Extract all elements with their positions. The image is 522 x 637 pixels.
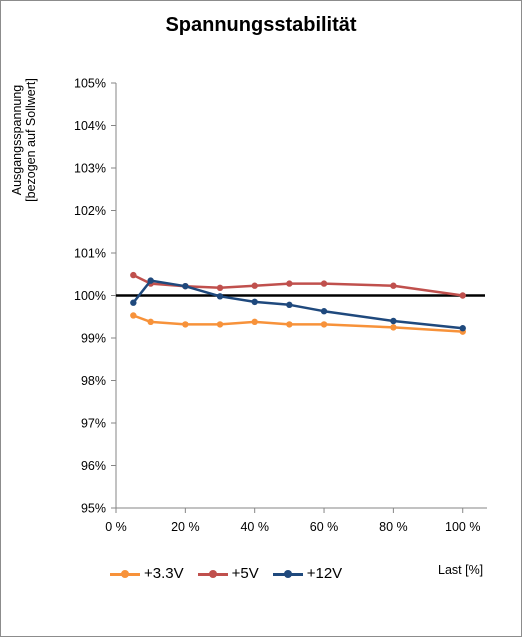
y-tick-label: 104% (74, 119, 106, 133)
legend-swatch-marker (121, 569, 129, 578)
data-point (286, 321, 293, 328)
data-point (182, 282, 189, 290)
data-point (320, 308, 328, 315)
x-tick-label: 80 % (379, 520, 408, 534)
data-point (459, 325, 466, 332)
chart-title: Spannungsstabilität (165, 14, 357, 36)
y-tick-label: 103% (74, 162, 106, 176)
legend-swatch (272, 568, 303, 580)
y-tick-label: 100% (74, 289, 106, 303)
data-point (459, 292, 466, 299)
data-point (390, 282, 397, 289)
data-point (390, 317, 397, 325)
data-point (390, 324, 397, 331)
data-point (130, 312, 137, 319)
legend-label: +5V (231, 565, 259, 582)
data-point (251, 318, 258, 326)
legend-swatch-marker (283, 569, 292, 578)
legend-swatch-marker (208, 569, 217, 578)
data-point (147, 277, 154, 284)
legend-label: +12V (306, 565, 343, 582)
data-point (286, 301, 293, 309)
y-tick-label: 95% (81, 502, 106, 516)
data-point (251, 298, 258, 306)
data-point (320, 321, 328, 328)
y-tick-label: 96% (81, 459, 106, 473)
x-tick-label: 0 % (105, 520, 127, 534)
x-axis-label: Last [%] (438, 563, 484, 577)
x-tick-label: 20 % (171, 520, 200, 534)
data-point (216, 293, 224, 300)
x-tick-label: 40 % (240, 520, 269, 534)
legend-swatch (197, 568, 228, 580)
legend-swatch (110, 568, 140, 580)
legend-item-2: +12V (272, 565, 343, 582)
y-tick-label: 97% (81, 417, 106, 431)
data-point (182, 321, 189, 328)
y-tick-label: 101% (74, 247, 106, 261)
data-point (216, 284, 224, 292)
legend-item-1: +5V (197, 565, 259, 582)
data-point (130, 299, 137, 306)
data-point (130, 271, 137, 279)
chart-legend: +3.3V +5V +12V (110, 565, 342, 582)
legend-item-0: +3.3V (110, 565, 184, 582)
y-tick-label: 105% (74, 77, 106, 91)
data-point (216, 321, 224, 328)
legend-label: +3.3V (144, 565, 184, 582)
data-point (320, 280, 328, 287)
x-tick-label: 100 % (445, 520, 480, 534)
data-point (251, 282, 258, 289)
data-point (286, 280, 293, 287)
y-tick-label: 99% (81, 332, 106, 346)
y-tick-label: 98% (81, 374, 106, 388)
data-point (147, 318, 154, 326)
y-tick-label: 102% (74, 204, 106, 218)
x-tick-label: 60 % (310, 520, 339, 534)
